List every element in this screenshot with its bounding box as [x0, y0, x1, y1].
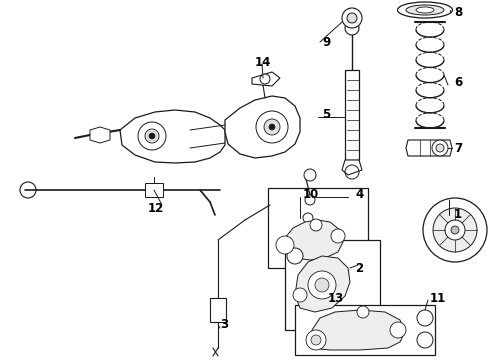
Circle shape: [342, 8, 362, 28]
Circle shape: [432, 140, 448, 156]
Text: 12: 12: [148, 202, 164, 215]
Polygon shape: [90, 127, 110, 143]
Text: 9: 9: [322, 36, 330, 49]
Circle shape: [445, 220, 465, 240]
Circle shape: [451, 226, 459, 234]
Text: 3: 3: [220, 319, 228, 332]
Ellipse shape: [406, 5, 444, 15]
Circle shape: [264, 119, 280, 135]
Text: 10: 10: [303, 189, 319, 202]
Text: 13: 13: [328, 292, 344, 305]
Text: 8: 8: [454, 5, 462, 18]
Bar: [145, 183, 163, 197]
Circle shape: [149, 133, 155, 139]
Circle shape: [347, 13, 357, 23]
Ellipse shape: [397, 2, 452, 18]
Circle shape: [436, 144, 444, 152]
Circle shape: [311, 335, 321, 345]
Circle shape: [260, 74, 270, 84]
Polygon shape: [252, 72, 280, 86]
Text: 2: 2: [355, 261, 363, 274]
Circle shape: [138, 122, 166, 150]
Polygon shape: [225, 96, 300, 158]
Ellipse shape: [416, 7, 434, 13]
Polygon shape: [280, 220, 343, 260]
Circle shape: [417, 332, 433, 348]
Circle shape: [293, 288, 307, 302]
Circle shape: [305, 195, 315, 205]
Text: 14: 14: [255, 55, 271, 68]
Bar: [345, 70, 359, 160]
Bar: [295, 305, 435, 355]
Bar: [210, 298, 226, 322]
Circle shape: [417, 310, 433, 326]
Circle shape: [308, 271, 336, 299]
Text: 4: 4: [355, 189, 363, 202]
Bar: [285, 240, 380, 330]
Circle shape: [390, 322, 406, 338]
Text: 6: 6: [454, 76, 462, 89]
Circle shape: [304, 169, 316, 181]
Circle shape: [331, 229, 345, 243]
Circle shape: [287, 248, 303, 264]
Circle shape: [303, 213, 313, 223]
Circle shape: [306, 330, 326, 350]
Bar: [268, 188, 368, 268]
Text: 7: 7: [454, 141, 462, 154]
Polygon shape: [295, 256, 350, 312]
Polygon shape: [342, 160, 362, 175]
Circle shape: [303, 239, 313, 249]
Circle shape: [345, 21, 359, 35]
Circle shape: [357, 306, 369, 318]
Text: 1: 1: [454, 208, 462, 221]
Text: 11: 11: [430, 292, 446, 305]
Circle shape: [433, 208, 477, 252]
Circle shape: [423, 198, 487, 262]
Circle shape: [315, 278, 329, 292]
Circle shape: [256, 111, 288, 143]
Text: 5: 5: [322, 108, 330, 122]
Circle shape: [145, 129, 159, 143]
Polygon shape: [120, 110, 225, 163]
Polygon shape: [406, 140, 452, 156]
Polygon shape: [310, 310, 405, 350]
Circle shape: [276, 236, 294, 254]
Circle shape: [269, 124, 275, 130]
Circle shape: [310, 219, 322, 231]
